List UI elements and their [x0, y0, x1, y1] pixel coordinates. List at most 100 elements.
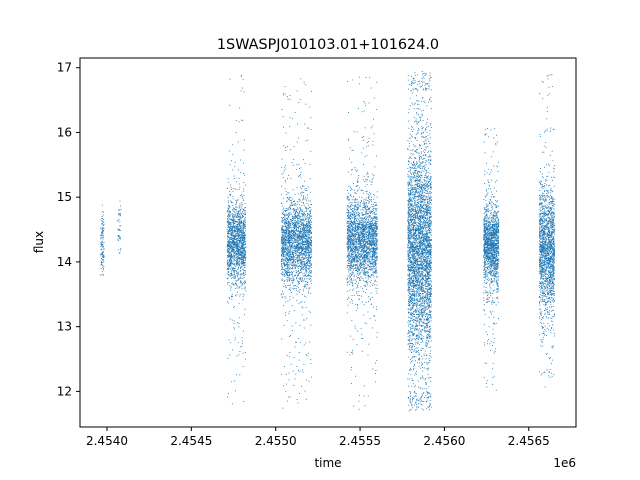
data-point — [242, 282, 244, 283]
data-point — [354, 189, 356, 191]
data-point — [362, 240, 364, 242]
data-point — [229, 206, 231, 208]
data-point — [295, 211, 297, 213]
data-point — [231, 298, 233, 300]
data-point — [284, 267, 286, 269]
data-point — [232, 263, 234, 265]
data-point — [227, 271, 229, 273]
data-point — [347, 205, 349, 206]
data-point — [233, 175, 235, 177]
data-point — [289, 126, 291, 128]
data-point — [292, 208, 294, 210]
data-point — [240, 222, 242, 224]
data-point — [242, 244, 244, 246]
data-point — [289, 211, 291, 213]
data-point — [352, 226, 353, 228]
data-point — [309, 275, 311, 277]
data-point — [101, 243, 102, 245]
data-point — [295, 239, 297, 241]
data-point — [245, 213, 246, 215]
data-point — [299, 266, 301, 268]
data-point — [303, 327, 305, 329]
data-point — [304, 268, 306, 270]
data-point — [310, 204, 312, 206]
data-point — [303, 192, 305, 193]
data-point — [372, 237, 374, 239]
data-point — [372, 283, 374, 285]
data-point — [307, 227, 309, 228]
data-point — [299, 260, 301, 262]
data-point — [309, 233, 310, 235]
data-point — [360, 254, 362, 256]
data-point — [296, 215, 298, 217]
data-point — [236, 250, 238, 252]
data-point — [293, 234, 295, 236]
data-point — [295, 258, 297, 260]
data-point — [289, 287, 291, 289]
data-point — [289, 239, 291, 241]
data-point — [375, 258, 377, 259]
data-point — [243, 258, 245, 260]
data-point — [362, 250, 364, 252]
data-point — [285, 251, 286, 253]
data-point — [232, 268, 234, 270]
data-point — [302, 239, 304, 241]
data-point — [305, 255, 307, 257]
data-point — [289, 240, 291, 242]
data-point — [373, 264, 375, 266]
data-point — [232, 220, 234, 221]
data-point — [287, 198, 289, 200]
data-point — [243, 247, 244, 249]
data-point — [375, 242, 376, 244]
data-point — [236, 244, 238, 246]
data-point — [241, 119, 243, 121]
data-point — [120, 249, 122, 251]
data-point — [245, 250, 247, 252]
data-point — [240, 236, 242, 238]
data-point — [242, 268, 244, 270]
data-point — [235, 132, 237, 133]
data-point — [242, 253, 244, 255]
data-point — [371, 247, 373, 249]
data-point — [234, 220, 236, 222]
data-point — [226, 228, 228, 230]
data-point — [227, 235, 229, 237]
data-point — [308, 257, 310, 259]
data-point — [282, 218, 283, 219]
data-point — [308, 232, 310, 233]
data-point — [235, 264, 237, 265]
data-point — [309, 242, 311, 244]
data-point — [370, 236, 372, 238]
data-point — [301, 248, 302, 249]
data-point — [372, 262, 374, 264]
data-point — [358, 262, 360, 264]
data-point — [240, 216, 242, 218]
data-point — [299, 289, 301, 291]
data-point — [231, 250, 233, 251]
data-point — [296, 201, 298, 203]
data-point — [305, 231, 307, 233]
data-point — [363, 395, 365, 397]
data-point — [310, 129, 312, 130]
data-point — [309, 106, 311, 108]
data-point — [230, 184, 231, 186]
data-point — [101, 234, 103, 236]
data-point — [307, 239, 309, 241]
data-point — [305, 296, 307, 298]
data-point — [295, 218, 296, 220]
data-point — [309, 229, 311, 231]
data-point — [103, 234, 104, 236]
data-point — [233, 234, 235, 236]
data-point — [285, 246, 287, 248]
data-point — [287, 216, 289, 218]
data-point — [230, 287, 232, 289]
data-point — [294, 217, 295, 219]
data-point — [242, 239, 243, 241]
data-point — [287, 98, 289, 100]
data-point — [309, 211, 311, 212]
data-point — [243, 277, 245, 278]
data-point — [236, 374, 237, 376]
data-point — [353, 183, 354, 185]
data-point — [230, 286, 232, 288]
data-point — [300, 246, 302, 247]
